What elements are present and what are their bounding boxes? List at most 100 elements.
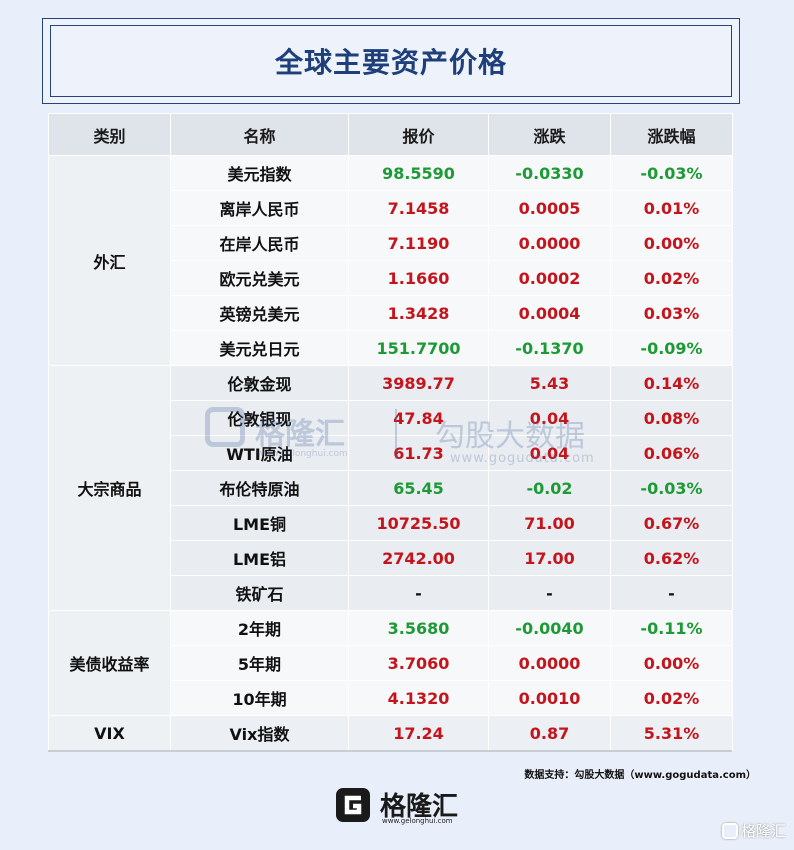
asset-name-cell: 欧元兑美元 [170,260,349,296]
change-cell: -0.0330 [488,155,611,191]
change-pct-cell: -0.03% [610,470,733,506]
asset-name-cell: 2年期 [170,610,349,646]
header-change: 涨跌 [488,113,611,156]
asset-name-cell: 英镑兑美元 [170,295,349,331]
table-bottom-border [48,750,732,752]
title-frame: 全球主要资产价格 [50,25,732,97]
asset-name-cell: Vix指数 [170,715,349,751]
change-pct-cell: 0.08% [610,400,733,436]
asset-name-cell: 伦敦金现 [170,365,349,401]
change-cell: 0.0000 [488,645,611,681]
change-pct-cell: 0.02% [610,680,733,716]
asset-name-cell: 布伦特原油 [170,470,349,506]
header-pct: 涨跌幅 [610,113,733,156]
table-row: 10年期 4.1320 0.0010 0.02% [49,680,733,716]
corner-watermark: 格隆汇 [721,820,786,841]
price-cell: 1.1660 [348,260,489,296]
change-pct-cell: 0.00% [610,225,733,261]
table-row: 在岸人民币 7.1190 0.0000 0.00% [49,225,733,261]
asset-name-cell: 10年期 [170,680,349,716]
price-cell: 1.3428 [348,295,489,331]
change-pct-cell: -0.11% [610,610,733,646]
corner-logo-icon [721,822,738,839]
change-cell: 0.0000 [488,225,611,261]
table-row: 离岸人民币 7.1458 0.0005 0.01% [49,190,733,226]
corner-watermark-text: 格隆汇 [740,822,786,840]
change-pct-cell: -0.09% [610,330,733,366]
change-pct-cell: 0.00% [610,645,733,681]
table-row: 美债收益率 2年期 3.5680 -0.0040 -0.11% [48,610,733,716]
table-row: 布伦特原油 65.45 -0.02 -0.03% [49,470,733,506]
table-row: 外汇 美元指数 98.5590 -0.0330 -0.03% [48,155,733,366]
price-cell: 10725.50 [348,505,489,541]
category-cell: 大宗商品 [48,365,171,611]
asset-name-cell: 伦敦银现 [170,400,349,436]
change-pct-cell: 0.01% [610,190,733,226]
change-cell: 0.0005 [488,190,611,226]
change-pct-cell: 5.31% [610,715,733,751]
table-row: 铁矿石 - - - [49,575,733,611]
change-pct-cell: 0.62% [610,540,733,576]
change-pct-cell: 0.03% [610,295,733,331]
asset-name-cell: LME铝 [170,540,349,576]
table-row: 欧元兑美元 1.1660 0.0002 0.02% [49,260,733,296]
logo-name: 格隆汇 [380,792,459,822]
price-cell: 7.1458 [348,190,489,226]
asset-name-cell: LME铜 [170,505,349,541]
change-pct-cell: 0.67% [610,505,733,541]
change-pct-cell: - [610,575,733,611]
header-name: 名称 [170,113,349,156]
price-cell: 151.7700 [348,330,489,366]
table-row: LME铜 10725.50 71.00 0.67% [49,505,733,541]
footer-logo: 格隆汇 www.gelonghui.com [334,786,474,826]
page-title: 全球主要资产价格 [274,46,507,79]
asset-name-cell: 美元指数 [170,155,349,191]
category-cell: VIX [48,715,171,751]
change-cell: 71.00 [488,505,611,541]
change-pct-cell: 0.14% [610,365,733,401]
asset-name-cell: 5年期 [170,645,349,681]
change-cell: 0.0004 [488,295,611,331]
asset-name-cell: 美元兑日元 [170,330,349,366]
change-cell: 0.04 [488,435,611,471]
table-row: WTI原油 61.73 0.04 0.06% [49,435,733,471]
change-cell: 0.0010 [488,680,611,716]
table-row: VIX Vix指数 17.24 0.87 5.31% [48,715,733,751]
data-source-note: 数据支持：勾股大数据（www.gogudata.com） [524,770,756,781]
table-row: 大宗商品 伦敦金现 3989.77 5.43 0.14% [48,365,733,611]
asset-name-cell: 铁矿石 [170,575,349,611]
change-pct-cell: -0.03% [610,155,733,191]
gelonghui-logo-icon [336,788,370,822]
header-price: 报价 [348,113,489,156]
price-cell: 3.7060 [348,645,489,681]
change-pct-cell: 0.02% [610,260,733,296]
category-cell: 外汇 [48,155,171,366]
change-cell: 5.43 [488,365,611,401]
asset-name-cell: 在岸人民币 [170,225,349,261]
price-cell: 65.45 [348,470,489,506]
change-cell: - [488,575,611,611]
change-pct-cell: 0.06% [610,435,733,471]
asset-name-cell: 离岸人民币 [170,190,349,226]
change-cell: 0.0002 [488,260,611,296]
change-cell: 17.00 [488,540,611,576]
price-cell: 17.24 [348,715,489,751]
table-row: LME铝 2742.00 17.00 0.62% [49,540,733,576]
table-row: 伦敦银现 47.84 0.04 0.08% [49,400,733,436]
table-row: 英镑兑美元 1.3428 0.0004 0.03% [49,295,733,331]
price-cell: 61.73 [348,435,489,471]
change-cell: 0.04 [488,400,611,436]
price-cell: 3989.77 [348,365,489,401]
price-cell: 4.1320 [348,680,489,716]
title-box: 全球主要资产价格 [42,18,740,104]
price-cell: - [348,575,489,611]
logo-site: www.gelonghui.com [382,817,453,825]
price-cell: 2742.00 [348,540,489,576]
table-body: 外汇 美元指数 98.5590 -0.0330 -0.03% 离岸人民币 7.1458 0.0… [48,155,733,751]
category-cell: 美债收益率 [48,610,171,716]
change-cell: -0.02 [488,470,611,506]
price-cell: 98.5590 [348,155,489,191]
header-category: 类别 [48,113,171,156]
price-cell: 7.1190 [348,225,489,261]
change-cell: -0.1370 [488,330,611,366]
